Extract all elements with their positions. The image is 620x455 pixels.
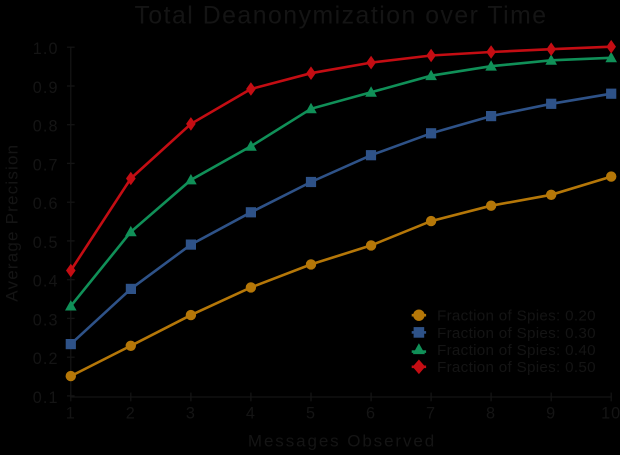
svg-text:Fraction of Spies: 0.40: Fraction of Spies: 0.40 — [437, 342, 596, 359]
svg-text:9: 9 — [546, 405, 556, 423]
svg-text:Total Deanonymization over Tim: Total Deanonymization over Time — [134, 3, 547, 30]
svg-text:8: 8 — [486, 405, 496, 423]
svg-text:0.9: 0.9 — [33, 79, 59, 97]
svg-text:1: 1 — [66, 405, 76, 423]
svg-text:0.4: 0.4 — [33, 273, 59, 291]
svg-text:0.6: 0.6 — [33, 195, 59, 213]
svg-text:Fraction of Spies: 0.50: Fraction of Spies: 0.50 — [437, 359, 596, 376]
svg-text:Fraction of Spies: 0.30: Fraction of Spies: 0.30 — [437, 325, 596, 342]
svg-text:0.1: 0.1 — [33, 389, 59, 407]
svg-text:10: 10 — [601, 405, 620, 423]
svg-text:1.0: 1.0 — [33, 40, 59, 58]
svg-text:3: 3 — [186, 405, 196, 423]
svg-text:2: 2 — [126, 405, 136, 423]
svg-text:Fraction of Spies: 0.20: Fraction of Spies: 0.20 — [437, 308, 596, 325]
svg-text:6: 6 — [366, 405, 376, 423]
svg-text:7: 7 — [426, 405, 436, 423]
svg-text:0.3: 0.3 — [33, 311, 59, 329]
svg-text:0.5: 0.5 — [33, 234, 59, 252]
svg-text:Average Precision: Average Precision — [3, 144, 22, 302]
svg-text:0.7: 0.7 — [33, 156, 59, 174]
svg-text:0.8: 0.8 — [33, 118, 59, 136]
svg-text:4: 4 — [246, 405, 256, 423]
svg-text:0.2: 0.2 — [33, 350, 59, 368]
svg-text:5: 5 — [306, 405, 316, 423]
svg-text:Messages Observed: Messages Observed — [248, 431, 436, 450]
